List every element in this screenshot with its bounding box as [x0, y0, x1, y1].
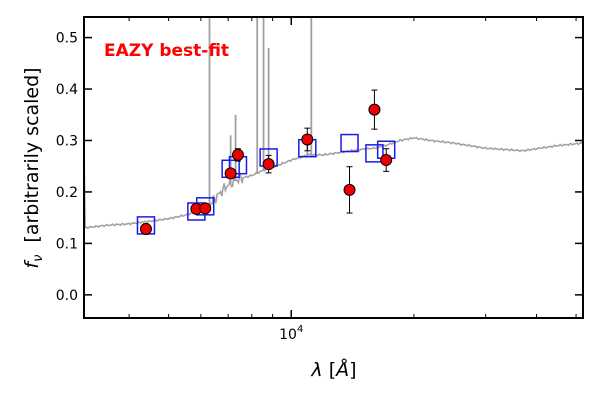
- observed-point: [301, 133, 314, 146]
- y-axis-symbol: f: [21, 259, 43, 269]
- y-tick-label: 0.1: [56, 236, 78, 252]
- x-tick-base: 10: [279, 327, 297, 343]
- y-axis: 0.0 0.1 0.2 0.3 0.4 0.5: [56, 31, 583, 304]
- x-tick-label: 104: [279, 324, 303, 343]
- y-axis-text: [arbitrarily scaled]: [21, 67, 43, 242]
- x-axis: 104: [128, 17, 577, 343]
- template-continuum: [84, 136, 583, 230]
- y-tick-label: 0.2: [56, 185, 78, 201]
- y-tick-label: 0.4: [56, 82, 78, 98]
- y-tick-label: 0.0: [56, 288, 78, 304]
- y-axis-subscript: ν: [31, 255, 46, 262]
- model-square: [340, 133, 359, 153]
- observed-point: [231, 148, 244, 161]
- x-tick-exponent: 4: [297, 324, 303, 335]
- observed-point: [380, 154, 393, 167]
- observed-point: [368, 103, 381, 116]
- x-axis-unit-close: ]: [349, 359, 356, 381]
- observed-point: [224, 167, 237, 180]
- x-axis-title: λ [Å]: [310, 358, 356, 381]
- x-axis-unit: Å: [334, 358, 349, 381]
- observed-point: [199, 202, 212, 215]
- y-axis-title: fν [arbitrarily scaled]: [21, 67, 47, 268]
- observed-point: [139, 222, 152, 235]
- observed-point: [262, 158, 275, 171]
- observed-photometry-series: [139, 89, 393, 235]
- annotation-label: EAZY best-fit: [104, 41, 229, 61]
- x-axis-symbol: λ: [310, 359, 322, 381]
- plot-frame: [83, 16, 584, 319]
- model-square: [365, 144, 384, 163]
- template-spectrum: [84, 17, 583, 230]
- y-tick-label: 0.5: [56, 31, 78, 47]
- y-tick-label: 0.3: [56, 133, 78, 149]
- x-axis-unit-open: [: [329, 359, 336, 381]
- observed-point: [343, 183, 356, 196]
- plot-content: [84, 17, 583, 235]
